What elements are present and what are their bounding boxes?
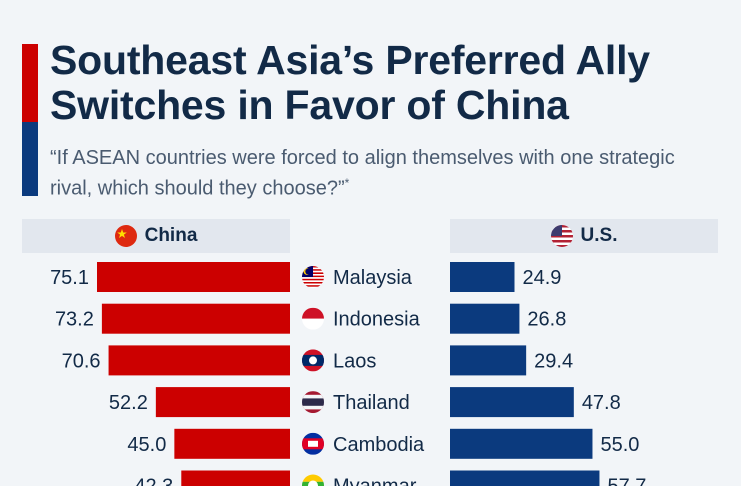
china-value-label: 45.0 bbox=[127, 434, 166, 456]
us-value-label: 24.9 bbox=[523, 267, 562, 289]
china-bar bbox=[101, 303, 291, 334]
us-bar bbox=[450, 387, 574, 418]
us-value-label: 26.8 bbox=[527, 309, 566, 331]
china-column-label: China bbox=[144, 225, 198, 246]
malaysia-flag-icon bbox=[302, 266, 324, 288]
china-bar bbox=[97, 262, 290, 292]
thailand-flag-icon bbox=[302, 391, 324, 414]
country-label-myanmar: Myanmar bbox=[333, 476, 417, 486]
cambodia-flag-icon bbox=[302, 432, 324, 455]
country-label-cambodia: Cambodia bbox=[333, 434, 425, 456]
china-flag-icon bbox=[114, 225, 137, 247]
china-value-label: 73.2 bbox=[55, 309, 94, 331]
china-value-label: 52.2 bbox=[109, 392, 148, 414]
chart-title: Southeast Asia’s Preferred Ally Switches… bbox=[50, 37, 650, 128]
indonesia-flag-icon bbox=[302, 307, 324, 330]
us-bar bbox=[450, 262, 515, 292]
us-bar bbox=[450, 345, 527, 376]
us-bar bbox=[450, 303, 520, 334]
china-bar bbox=[174, 428, 290, 459]
us-bar bbox=[450, 470, 600, 486]
myanmar-flag-icon bbox=[302, 474, 324, 486]
china-value-label: 75.1 bbox=[50, 267, 89, 289]
us-column-label: U.S. bbox=[580, 225, 618, 246]
us-value-label: 29.4 bbox=[534, 350, 573, 372]
subtitle-footnote-mark: * bbox=[344, 176, 350, 190]
country-label-laos: Laos bbox=[333, 350, 376, 372]
us-bar bbox=[450, 428, 593, 459]
chart-subtitle: “If ASEAN countries were forced to align… bbox=[50, 146, 710, 202]
subtitle-text: “If ASEAN countries were forced to align… bbox=[50, 147, 675, 200]
country-label-thailand: Thailand bbox=[333, 392, 410, 414]
us-column-header: U.S. bbox=[450, 219, 718, 253]
china-value-label: 42.3 bbox=[134, 476, 173, 486]
laos-flag-icon bbox=[302, 349, 324, 372]
us-flag-icon bbox=[550, 225, 573, 247]
china-bar bbox=[181, 470, 290, 486]
china-bar bbox=[155, 387, 290, 418]
us-value-label: 55.0 bbox=[600, 434, 639, 456]
accent-bar-red bbox=[22, 44, 38, 122]
us-value-label: 57.7 bbox=[607, 476, 646, 486]
accent-bar-blue bbox=[22, 122, 38, 196]
china-column-header: China bbox=[22, 219, 290, 253]
china-bar bbox=[108, 345, 291, 376]
country-label-malaysia: Malaysia bbox=[333, 267, 413, 289]
us-value-label: 47.8 bbox=[582, 392, 621, 414]
china-value-label: 70.6 bbox=[62, 350, 101, 372]
country-label-indonesia: Indonesia bbox=[333, 309, 421, 331]
